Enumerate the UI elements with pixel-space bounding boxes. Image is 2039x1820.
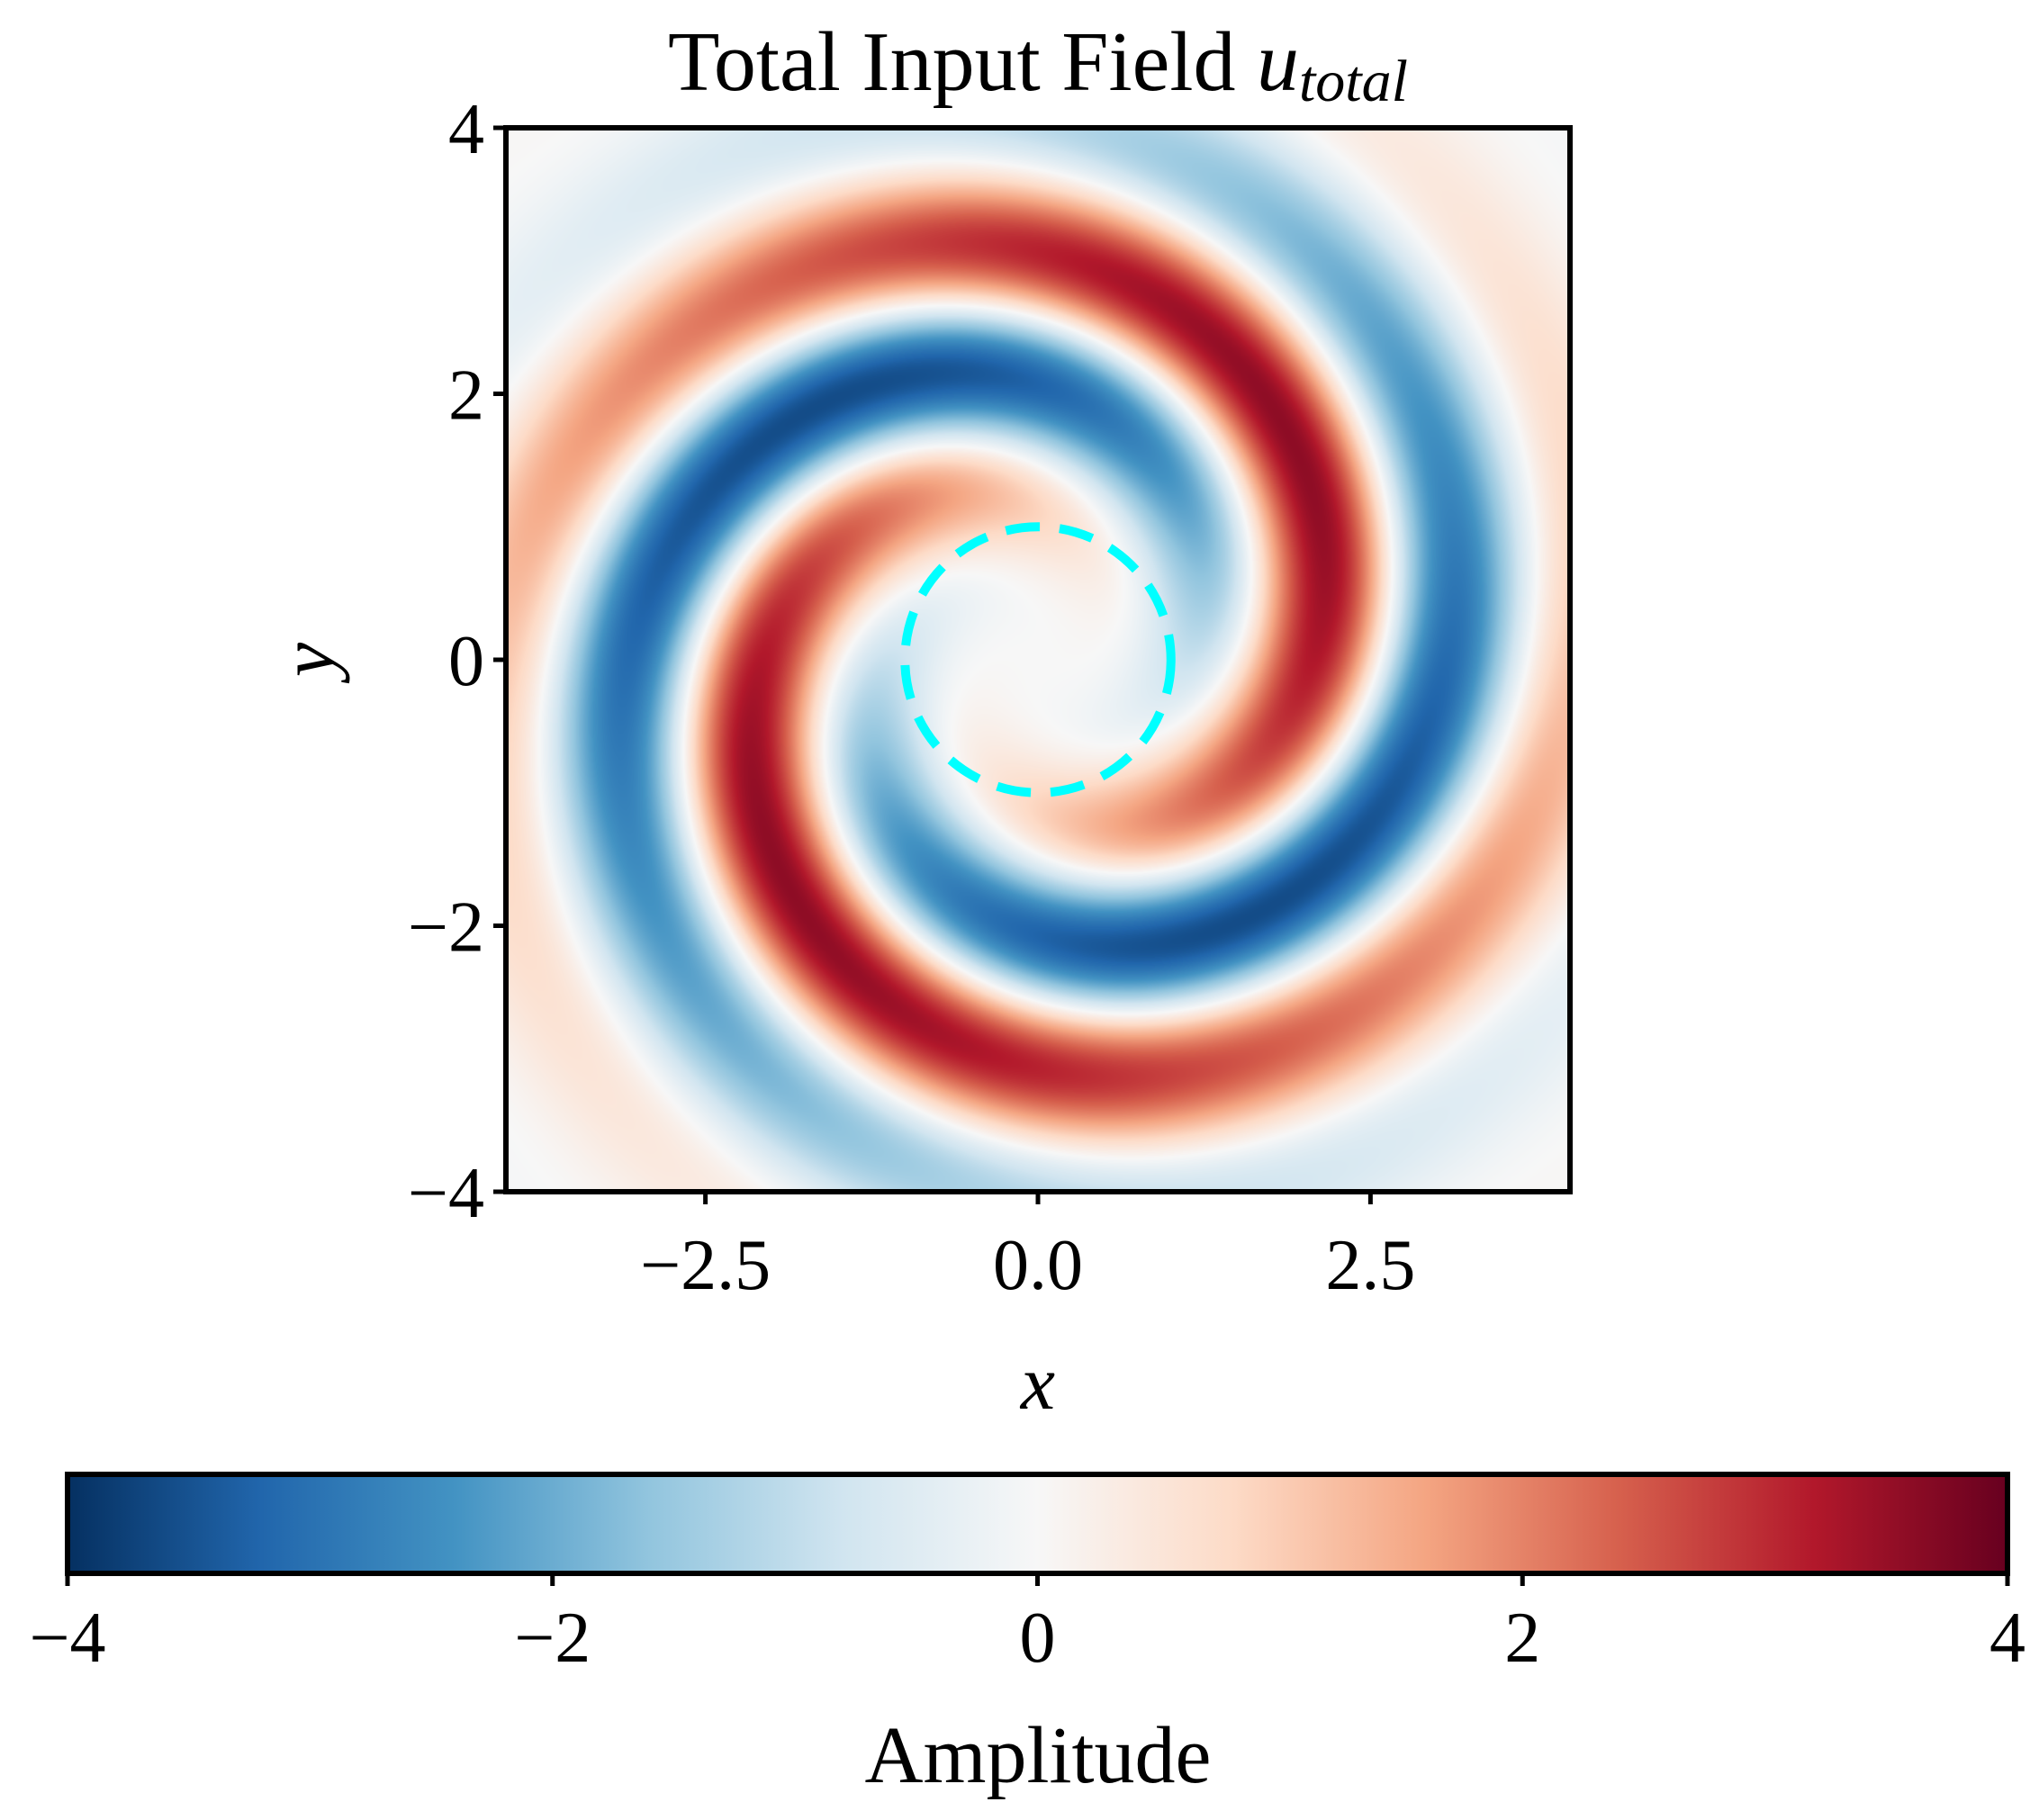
colorbar-label: Amplitude [865, 1711, 1212, 1800]
y-axis-label: y [264, 642, 350, 684]
y-tick-label: −2 [408, 888, 484, 968]
x-tick-label: −2.5 [640, 1226, 771, 1305]
colorbar-tick-label: −4 [29, 1599, 105, 1678]
heatmap-image [506, 128, 1570, 1192]
colorbar-tick-label: 4 [1989, 1599, 2025, 1678]
x-axis-label: x [1019, 1339, 1055, 1426]
y-tick-label: 2 [448, 356, 484, 436]
y-tick-label: −4 [408, 1154, 484, 1233]
colorbar-tick-label: −2 [514, 1599, 591, 1678]
y-axis: −4 −2 0 2 4 [408, 90, 506, 1233]
colorbar-axis: −4 −2 0 2 4 [29, 1573, 2025, 1678]
chart-title-symbol: u [1257, 15, 1299, 109]
y-tick-label: 4 [448, 90, 484, 169]
colorbar-tick-label: 2 [1504, 1599, 1540, 1678]
colorbar [68, 1474, 2007, 1573]
x-tick-label: 0.0 [993, 1226, 1083, 1305]
x-tick-label: 2.5 [1325, 1226, 1415, 1305]
x-axis: −2.5 0.0 2.5 [640, 1192, 1415, 1305]
dashed-circle-annotation [900, 522, 1176, 797]
heatmap-area [506, 128, 1570, 1192]
chart-title-text: Total Input Field [668, 15, 1257, 109]
y-tick-label: 0 [448, 622, 484, 701]
chart-title-subscript: total [1299, 49, 1408, 114]
colorbar-tick-label: 0 [1020, 1599, 1056, 1678]
chart-title: Total Input Field utotal [668, 15, 1408, 114]
